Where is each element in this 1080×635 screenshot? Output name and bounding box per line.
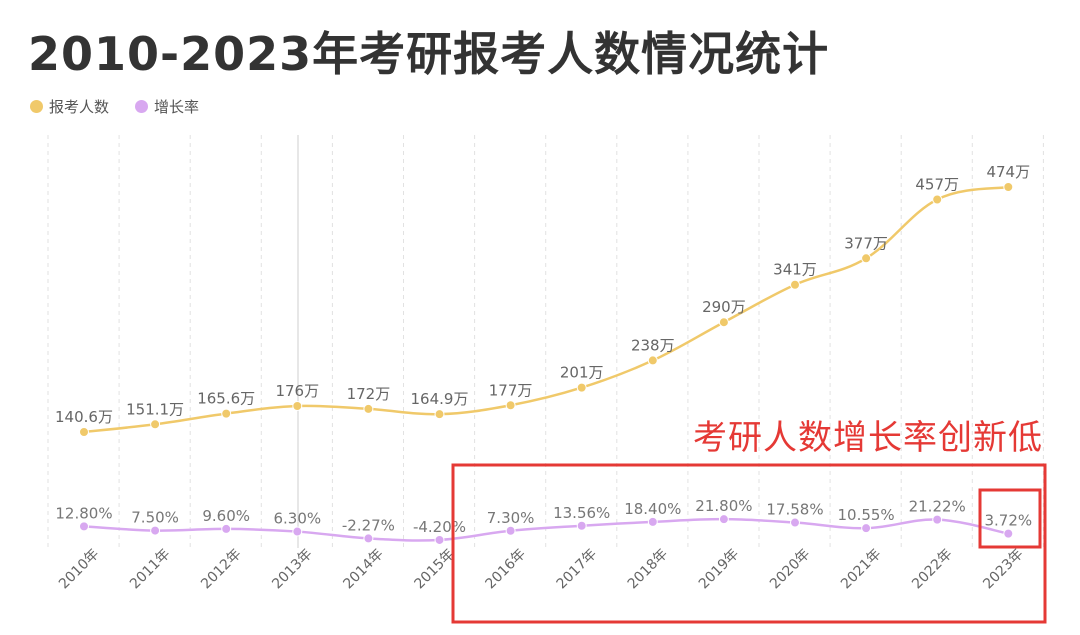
- x-tick-label: 2023年: [980, 546, 1026, 592]
- data-label-growth-rate: 12.80%: [55, 504, 112, 522]
- data-label-growth-rate: 7.30%: [487, 509, 535, 527]
- data-label-applicants: 165.6万: [197, 390, 255, 408]
- data-label-applicants: 474万: [986, 163, 1030, 181]
- data-point-applicants: [434, 409, 445, 420]
- data-point-applicants: [576, 382, 587, 393]
- data-label-applicants: 140.6万: [55, 408, 113, 426]
- data-point-applicants: [292, 400, 303, 411]
- data-point-growth-rate: [434, 534, 445, 545]
- data-label-growth-rate: 6.30%: [273, 510, 321, 528]
- data-label-growth-rate: 9.60%: [202, 507, 250, 525]
- data-label-applicants: 377万: [844, 234, 888, 252]
- data-point-applicants: [861, 253, 872, 264]
- x-tick-label: 2011年: [127, 546, 173, 592]
- data-point-applicants: [363, 403, 374, 414]
- data-label-applicants: 177万: [489, 381, 533, 399]
- data-label-growth-rate: 21.80%: [695, 497, 752, 515]
- x-tick-label: 2014年: [340, 546, 386, 592]
- data-point-growth-rate: [576, 520, 587, 531]
- legend-dot-applicants: [30, 100, 43, 113]
- data-point-growth-rate: [718, 514, 729, 525]
- data-label-growth-rate: 10.55%: [837, 506, 894, 524]
- data-label-growth-rate: 7.50%: [131, 509, 179, 527]
- data-label-growth-rate: 13.56%: [553, 504, 610, 522]
- legend-dot-growth-rate: [135, 100, 149, 113]
- data-point-applicants: [221, 408, 232, 419]
- data-point-applicants: [1003, 182, 1014, 192]
- data-label-applicants: 341万: [773, 261, 817, 279]
- x-tick-label: 2021年: [838, 546, 884, 592]
- data-label-applicants: 176万: [275, 382, 319, 400]
- legend-item-applicants[interactable]: 报考人数: [30, 96, 109, 117]
- legend-label-growth-rate: 增长率: [154, 98, 200, 116]
- series-line-growth-rate: [83, 517, 1009, 542]
- x-tick-label: 2016年: [483, 546, 529, 592]
- chart-title: 2010-2023年考研报考人数情况统计: [28, 27, 830, 81]
- legend-item-growth-rate[interactable]: 增长率: [135, 96, 199, 117]
- data-point-applicants: [647, 355, 658, 366]
- data-label-applicants: 457万: [915, 175, 959, 193]
- data-point-growth-rate: [647, 516, 658, 527]
- data-label-applicants: 238万: [631, 336, 675, 354]
- x-tick-label: 2022年: [909, 546, 955, 592]
- data-point-growth-rate: [861, 523, 872, 534]
- legend: 报考人数 增长率: [30, 96, 199, 117]
- data-point-growth-rate: [932, 514, 943, 525]
- data-label-applicants: 290万: [702, 298, 746, 316]
- data-label-growth-rate: -2.27%: [342, 516, 395, 534]
- data-label-growth-rate: 18.40%: [624, 500, 681, 518]
- data-point-growth-rate: [292, 526, 303, 537]
- data-point-growth-rate: [1003, 528, 1014, 539]
- x-tick-label: 2013年: [269, 546, 315, 592]
- highlight-box-recent-years: [451, 463, 1047, 624]
- data-point-growth-rate: [150, 525, 161, 536]
- data-label-growth-rate: 21.22%: [909, 498, 966, 516]
- data-point-growth-rate: [79, 521, 89, 532]
- annotation-text: 考研人数增长率创新低: [693, 418, 1043, 458]
- x-tick-label: 2019年: [696, 546, 742, 592]
- data-label-growth-rate: 17.58%: [766, 501, 823, 519]
- data-point-growth-rate: [505, 525, 516, 536]
- data-point-applicants: [718, 317, 729, 328]
- data-label-applicants: 151.1万: [126, 400, 184, 418]
- data-point-applicants: [505, 400, 516, 411]
- data-point-growth-rate: [790, 517, 800, 528]
- x-tick-label: 2012年: [198, 546, 244, 592]
- data-point-growth-rate: [363, 533, 374, 544]
- x-tick-label: 2018年: [625, 546, 671, 592]
- data-point-growth-rate: [221, 523, 232, 534]
- highlight-box-2023: [978, 488, 1042, 549]
- data-point-applicants: [790, 279, 800, 290]
- data-point-applicants: [150, 419, 161, 430]
- x-tick-label: 2010年: [56, 546, 102, 592]
- data-label-applicants: 164.9万: [411, 390, 469, 408]
- data-point-applicants: [932, 194, 943, 205]
- legend-label-applicants: 报考人数: [49, 98, 110, 116]
- data-label-growth-rate: -4.20%: [413, 518, 466, 536]
- x-tick-label: 2017年: [554, 546, 600, 592]
- data-label-growth-rate: 3.72%: [984, 512, 1032, 530]
- data-label-applicants: 201万: [560, 364, 604, 382]
- data-label-applicants: 172万: [347, 385, 391, 403]
- x-tick-label: 2015年: [411, 546, 457, 592]
- x-tick-label: 2020年: [767, 546, 813, 592]
- data-point-applicants: [79, 427, 89, 437]
